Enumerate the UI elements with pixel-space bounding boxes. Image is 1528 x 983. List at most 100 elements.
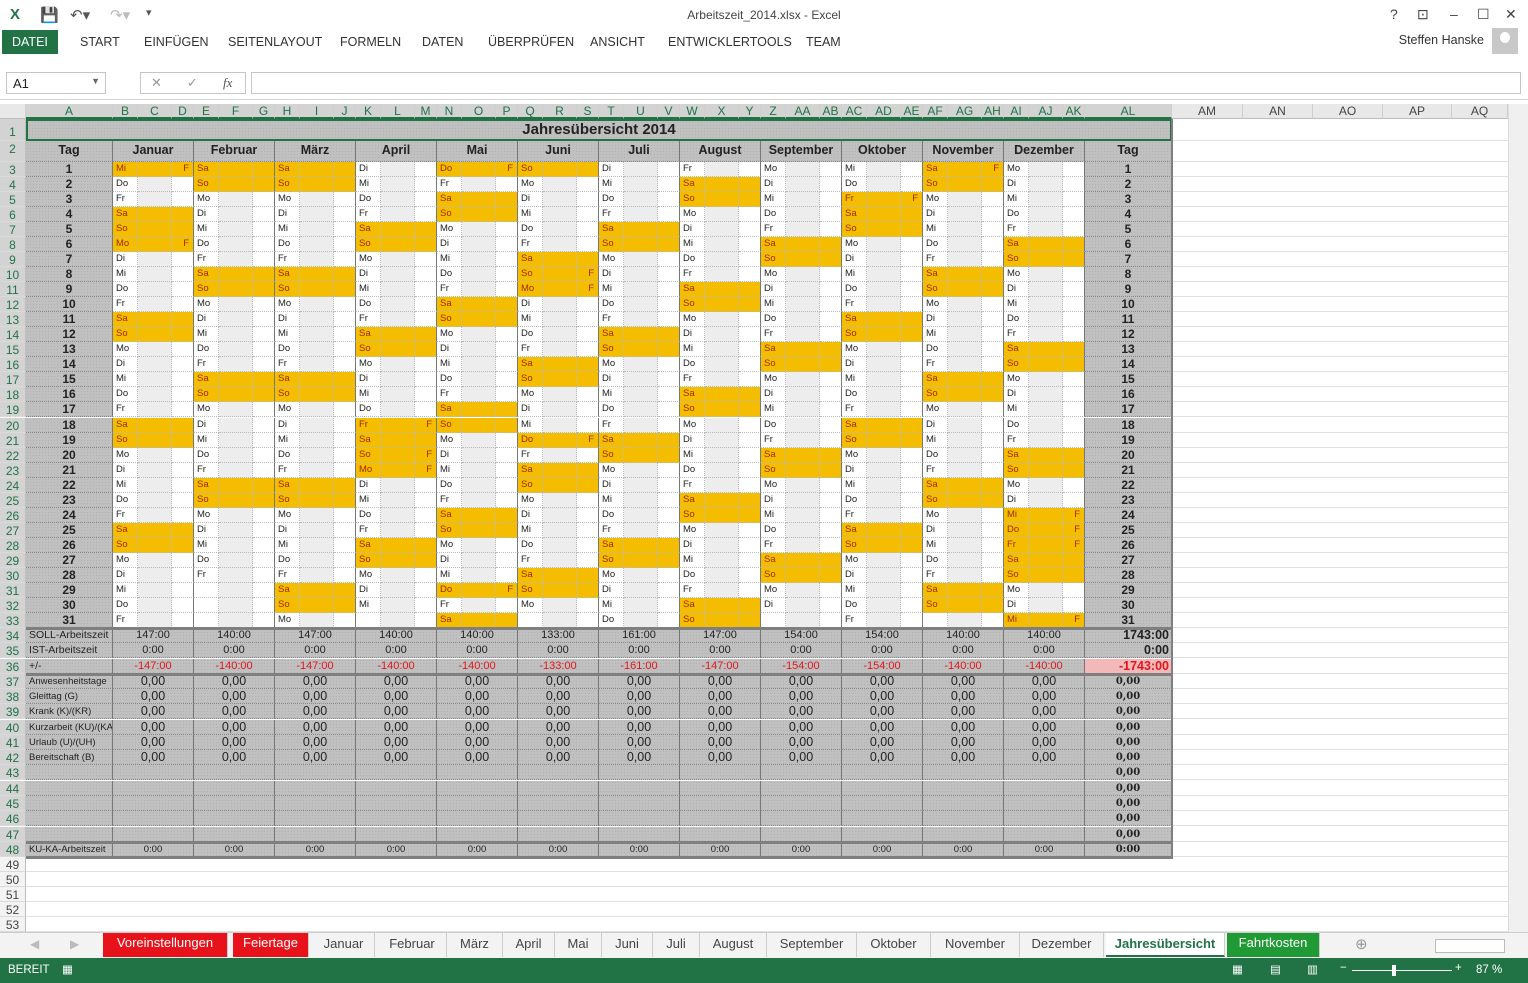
column-header-AP[interactable]: AP xyxy=(1383,104,1452,119)
entry-cell[interactable] xyxy=(867,357,901,372)
entry-cell[interactable] xyxy=(219,177,253,192)
holiday-cell[interactable] xyxy=(1063,222,1085,237)
entry-cell[interactable] xyxy=(948,372,982,387)
sheet-tab-märz[interactable]: März xyxy=(447,933,503,957)
holiday-cell[interactable] xyxy=(1063,267,1085,282)
summary-value[interactable]: 0,00 xyxy=(275,674,356,689)
summary-value[interactable]: 0:00 xyxy=(923,643,1004,658)
entry-cell[interactable] xyxy=(786,568,820,583)
entry-cell[interactable] xyxy=(462,613,496,628)
entry-cell[interactable] xyxy=(300,598,334,613)
entry-cell[interactable] xyxy=(624,327,658,342)
weekday-cell[interactable]: So xyxy=(275,387,300,402)
weekday-cell[interactable]: Di xyxy=(518,192,543,207)
holiday-cell[interactable] xyxy=(415,493,437,508)
weekday-cell[interactable]: Mo xyxy=(113,448,138,463)
holiday-cell[interactable] xyxy=(496,282,518,297)
entry-cell[interactable] xyxy=(543,538,577,553)
holiday-cell[interactable] xyxy=(334,312,356,327)
entry-cell[interactable] xyxy=(624,222,658,237)
entry-cell[interactable] xyxy=(705,282,739,297)
weekday-cell[interactable]: Do xyxy=(1004,418,1029,433)
holiday-cell[interactable] xyxy=(982,312,1004,327)
holiday-cell[interactable] xyxy=(739,583,761,598)
weekday-cell[interactable]: Di xyxy=(437,342,462,357)
holiday-cell[interactable] xyxy=(658,538,680,553)
summary-value[interactable] xyxy=(599,781,680,796)
weekday-cell[interactable]: Do xyxy=(761,523,786,538)
weekday-cell[interactable]: Fr xyxy=(599,207,624,222)
summary-value[interactable]: 0,00 xyxy=(518,704,599,719)
entry-cell[interactable] xyxy=(381,192,415,207)
holiday-cell[interactable] xyxy=(253,282,275,297)
entry-cell[interactable] xyxy=(705,463,739,478)
holiday-cell[interactable] xyxy=(334,222,356,237)
entry-cell[interactable] xyxy=(138,357,172,372)
weekday-cell[interactable]: So xyxy=(275,493,300,508)
weekday-cell[interactable]: Mi xyxy=(518,207,543,222)
weekday-cell[interactable]: Di xyxy=(923,207,948,222)
weekday-cell[interactable]: Mi xyxy=(437,568,462,583)
weekday-cell[interactable]: Mo xyxy=(680,312,705,327)
row-header-39[interactable]: 39 xyxy=(0,704,26,719)
weekday-cell[interactable]: Mi xyxy=(437,463,462,478)
weekday-cell[interactable]: Mi xyxy=(518,523,543,538)
holiday-cell[interactable] xyxy=(334,192,356,207)
weekday-cell[interactable]: So xyxy=(194,282,219,297)
weekday-cell[interactable]: Fr xyxy=(113,402,138,417)
holiday-cell[interactable] xyxy=(1063,448,1085,463)
entry-cell[interactable] xyxy=(381,267,415,282)
weekday-cell[interactable]: Sa xyxy=(518,357,543,372)
summary-value[interactable]: 0,00 xyxy=(275,735,356,750)
summary-value[interactable]: 0,00 xyxy=(599,674,680,689)
entry-cell[interactable] xyxy=(381,508,415,523)
summary-value[interactable] xyxy=(356,765,437,780)
entry-cell[interactable] xyxy=(867,342,901,357)
weekday-cell[interactable]: Mi xyxy=(275,538,300,553)
ribbon-tab-datei[interactable]: DATEI xyxy=(2,30,58,54)
entry-cell[interactable] xyxy=(786,418,820,433)
entry-cell[interactable] xyxy=(624,162,658,177)
entry-cell[interactable] xyxy=(381,553,415,568)
column-header-C[interactable]: C xyxy=(138,104,172,119)
weekday-cell[interactable]: Mi xyxy=(599,282,624,297)
holiday-cell[interactable] xyxy=(820,252,842,267)
holiday-cell[interactable] xyxy=(739,372,761,387)
entry-cell[interactable] xyxy=(300,267,334,282)
entry-cell[interactable] xyxy=(381,387,415,402)
summary-value[interactable]: 0,00 xyxy=(599,689,680,704)
holiday-cell[interactable] xyxy=(577,538,599,553)
weekday-cell[interactable]: Do xyxy=(275,237,300,252)
entry-cell[interactable] xyxy=(543,327,577,342)
summary-value[interactable]: 0,00 xyxy=(842,689,923,704)
weekday-cell[interactable]: Sa xyxy=(599,222,624,237)
entry-cell[interactable] xyxy=(381,327,415,342)
holiday-cell[interactable]: F xyxy=(1063,508,1085,523)
entry-cell[interactable] xyxy=(1029,508,1063,523)
entry-cell[interactable] xyxy=(948,538,982,553)
weekday-cell[interactable]: Fr xyxy=(518,448,543,463)
holiday-cell[interactable] xyxy=(334,297,356,312)
row-header-30[interactable]: 30 xyxy=(0,568,26,583)
row-header-6[interactable]: 6 xyxy=(0,207,26,222)
row-header-18[interactable]: 18 xyxy=(0,387,26,402)
weekday-cell[interactable]: Mo xyxy=(1004,583,1029,598)
row-header-49[interactable]: 49 xyxy=(0,857,26,872)
entry-cell[interactable] xyxy=(138,267,172,282)
holiday-cell[interactable] xyxy=(334,402,356,417)
weekday-cell[interactable]: Mo xyxy=(761,478,786,493)
holiday-cell[interactable] xyxy=(982,297,1004,312)
holiday-cell[interactable] xyxy=(901,357,923,372)
entry-cell[interactable] xyxy=(948,613,982,628)
holiday-cell[interactable]: F xyxy=(496,162,518,177)
weekday-cell[interactable]: Fr xyxy=(275,463,300,478)
weekday-cell[interactable]: Mo xyxy=(275,297,300,312)
weekday-cell[interactable]: Mi xyxy=(113,162,138,177)
holiday-cell[interactable] xyxy=(820,402,842,417)
sheet-tab-april[interactable]: April xyxy=(503,933,555,957)
holiday-cell[interactable] xyxy=(172,207,194,222)
weekday-cell[interactable]: Sa xyxy=(356,327,381,342)
holiday-cell[interactable] xyxy=(658,297,680,312)
holiday-cell[interactable] xyxy=(577,222,599,237)
holiday-cell[interactable] xyxy=(1063,478,1085,493)
